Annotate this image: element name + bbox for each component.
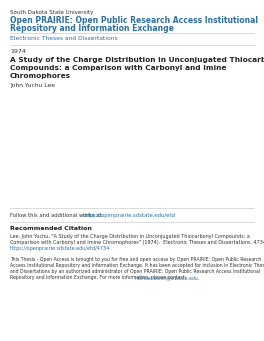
Text: Compounds: a Comparison with Carbonyl and Imine: Compounds: a Comparison with Carbonyl an… [10, 65, 226, 71]
Text: Open PRAIRIE: Open Public Research Access Institutional: Open PRAIRIE: Open Public Research Acces… [10, 16, 258, 25]
Text: Follow this and additional works at:: Follow this and additional works at: [10, 213, 105, 218]
Text: Repository and Information Exchange: Repository and Information Exchange [10, 24, 174, 33]
Text: https://openprairie.sdstate.edu/etd/4734: https://openprairie.sdstate.edu/etd/4734 [10, 246, 110, 251]
Text: Electronic Theses and Dissertations: Electronic Theses and Dissertations [10, 36, 118, 41]
Text: Repository and Information Exchange. For more information, please contact:: Repository and Information Exchange. For… [10, 275, 188, 280]
Text: Chromophores: Chromophores [10, 73, 71, 79]
Text: https://openprairie.sdstate.edu/etd: https://openprairie.sdstate.edu/etd [82, 213, 175, 218]
Text: Access Institutional Repository and Information Exchange. It has been accepted f: Access Institutional Repository and Info… [10, 263, 264, 268]
Text: Recommended Citation: Recommended Citation [10, 226, 92, 231]
Text: michael.bonin@sdstate.edu.: michael.bonin@sdstate.edu. [134, 275, 200, 280]
Text: 1974: 1974 [10, 49, 26, 54]
Text: This Thesis - Open Access is brought to you for free and open access by Open PRA: This Thesis - Open Access is brought to … [10, 257, 261, 262]
Text: Comparison with Carbonyl and Imine Chromophores" (1974).  Electronic Theses and : Comparison with Carbonyl and Imine Chrom… [10, 240, 264, 245]
Text: John Yuchu Lee: John Yuchu Lee [10, 83, 55, 88]
Text: South Dakota State University: South Dakota State University [10, 10, 93, 15]
Text: and Dissertations by an authorized administrator of Open PRAIRIE: Open Public Re: and Dissertations by an authorized admin… [10, 269, 260, 274]
Text: Lee, John Yuchu, "A Study of the Charge Distribution in Unconjugated Thiocarbony: Lee, John Yuchu, "A Study of the Charge … [10, 234, 250, 239]
Text: A Study of the Charge Distribution in Unconjugated Thiocarbonyl: A Study of the Charge Distribution in Un… [10, 57, 264, 63]
